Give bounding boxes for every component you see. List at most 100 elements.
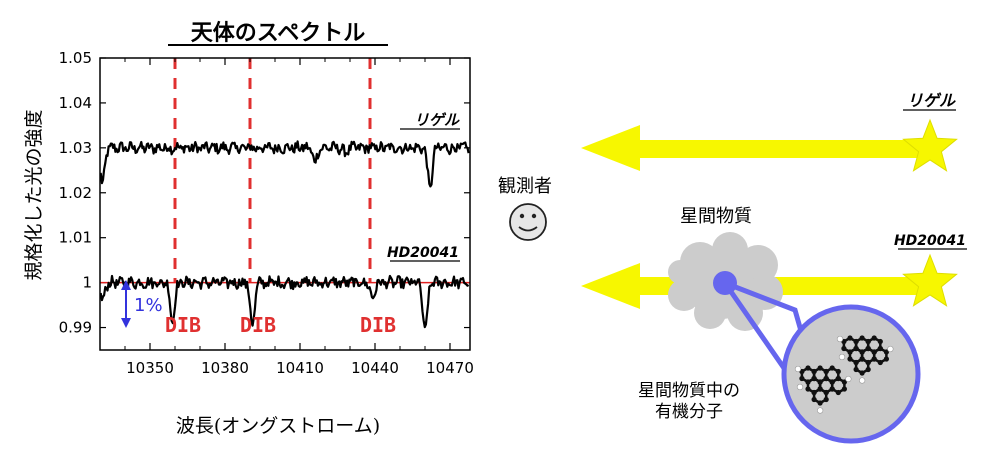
- molecule-atom: [811, 396, 817, 403]
- x-axis-ticks: 10350 10380 10410 10440 10470: [124, 58, 474, 377]
- y-tick-label: 1.03: [59, 139, 92, 157]
- molecule-atom: [877, 338, 883, 345]
- observer-smiley-icon: [509, 203, 547, 241]
- dib-labels: DIB DIB DIB: [165, 313, 396, 337]
- scale-bar-arrow-down: [121, 318, 131, 328]
- molecule-atom: [847, 335, 853, 341]
- y-tick-label: 1.02: [59, 184, 92, 202]
- molecule-atom: [817, 365, 823, 371]
- zoom-circle: [781, 304, 921, 444]
- molecule-hydrogen: [838, 353, 846, 361]
- molecule-atom: [829, 386, 835, 392]
- molecule-atom: [817, 400, 823, 406]
- series-line-rigel: [99, 140, 470, 188]
- molecule-hydrogen: [845, 375, 852, 383]
- y-axis-label: 規格化した光の強度: [23, 109, 45, 280]
- molecule-atom: [883, 349, 890, 355]
- molecule-atom: [823, 396, 829, 403]
- molecule-atom: [805, 386, 811, 392]
- molecule-hydrogen: [859, 377, 866, 384]
- series-label-hd20041: HD20041: [387, 245, 459, 261]
- molecule-atom: [853, 345, 859, 352]
- scale-bar-label: 1%: [134, 295, 163, 316]
- molecule-atom: [811, 368, 817, 375]
- molecule-atom: [877, 345, 883, 352]
- molecule-atom: [823, 375, 829, 382]
- molecule-atom: [859, 356, 865, 362]
- rigel-label: リゲル: [907, 91, 956, 110]
- observation-diagram: リゲル HD20041 観測者 星間物質: [498, 91, 967, 444]
- molecule-atom: [871, 356, 877, 362]
- molecule-hydrogen: [817, 407, 824, 414]
- molecule-atom: [865, 359, 871, 366]
- molecule-atom: [853, 338, 859, 345]
- y-axis-ticks: 0.99 1 1.01 1.02 1.03 1.04 1.05: [59, 49, 470, 337]
- molecule-atom: [799, 375, 805, 382]
- molecule-atom: [871, 335, 877, 341]
- chart-title: 天体のスペクトル: [191, 21, 365, 46]
- molecule-atom: [829, 379, 835, 385]
- molecule-atom: [823, 368, 829, 375]
- x-tick-label: 10410: [276, 359, 324, 377]
- light-arrow-shaft-rigel: [620, 140, 920, 158]
- molecule-atom: [817, 386, 823, 392]
- molecule-label-line2: 有機分子: [655, 402, 723, 422]
- scale-bar-arrow-up: [121, 280, 131, 290]
- molecule-atom: [883, 356, 890, 362]
- molecule-atom: [805, 379, 811, 385]
- star-rigel-icon: [902, 118, 958, 172]
- spectrum-chart: 天体のスペクトル 0.99 1 1.01 1.02 1.03 1.04 1.05 10350…: [23, 21, 474, 437]
- molecule-location-dot: [713, 271, 737, 295]
- molecule-atom: [835, 389, 841, 396]
- molecule-atom: [847, 349, 853, 355]
- molecule-atom: [805, 365, 811, 371]
- y-tick-label: 1.04: [59, 94, 92, 112]
- organic-molecule-icon: [836, 335, 894, 384]
- x-tick-label: 10380: [201, 359, 249, 377]
- series-label-rigel: リゲル: [414, 111, 460, 129]
- molecule-atom: [853, 359, 859, 366]
- molecule-atom: [847, 356, 853, 362]
- x-tick-label: 10350: [126, 359, 174, 377]
- x-tick-label: 10470: [426, 359, 474, 377]
- dib-label: DIB: [360, 313, 396, 337]
- y-tick-label: 1: [82, 274, 92, 292]
- molecule-hydrogen: [836, 335, 844, 343]
- molecule-atom: [841, 345, 847, 352]
- observer-label: 観測者: [498, 176, 552, 197]
- y-tick-label: 1.01: [59, 229, 92, 247]
- dib-label: DIB: [165, 313, 201, 337]
- molecule-label-line1: 星間物質中の: [638, 381, 740, 401]
- molecule-atom: [841, 379, 848, 385]
- molecule-atom: [817, 379, 823, 385]
- molecule-atom: [835, 375, 841, 382]
- molecule-atom: [865, 345, 871, 352]
- star-hd20041-icon: [902, 253, 958, 307]
- molecule-atom: [811, 389, 817, 396]
- molecule-hydrogen: [887, 345, 894, 353]
- molecule-hydrogen: [796, 383, 804, 391]
- molecule-atom: [859, 370, 865, 376]
- molecule-atom: [823, 389, 829, 396]
- y-tick-label: 1.05: [59, 49, 92, 67]
- molecule-atom: [865, 366, 871, 373]
- molecule-atom: [877, 359, 883, 366]
- dib-lines: [173, 58, 372, 283]
- y-tick-label: 0.99: [59, 319, 92, 337]
- plot-frame: [99, 57, 471, 351]
- molecule-atom: [859, 349, 865, 355]
- organic-molecule-icon: [794, 365, 852, 414]
- molecule-atom: [841, 386, 848, 392]
- molecule-atom: [859, 335, 865, 341]
- x-tick-label: 10440: [351, 359, 399, 377]
- light-arrow-head-rigel: [581, 125, 640, 171]
- molecule-atom: [853, 366, 859, 373]
- light-arrow-head-hd20041: [581, 263, 640, 309]
- scale-bar: 1%: [121, 280, 163, 328]
- molecule-atom: [865, 338, 871, 345]
- x-axis-label: 波長(オングストローム): [176, 415, 380, 437]
- dib-label: DIB: [240, 313, 276, 337]
- hd20041-label: HD20041: [894, 233, 966, 249]
- molecule-hydrogen: [794, 365, 802, 373]
